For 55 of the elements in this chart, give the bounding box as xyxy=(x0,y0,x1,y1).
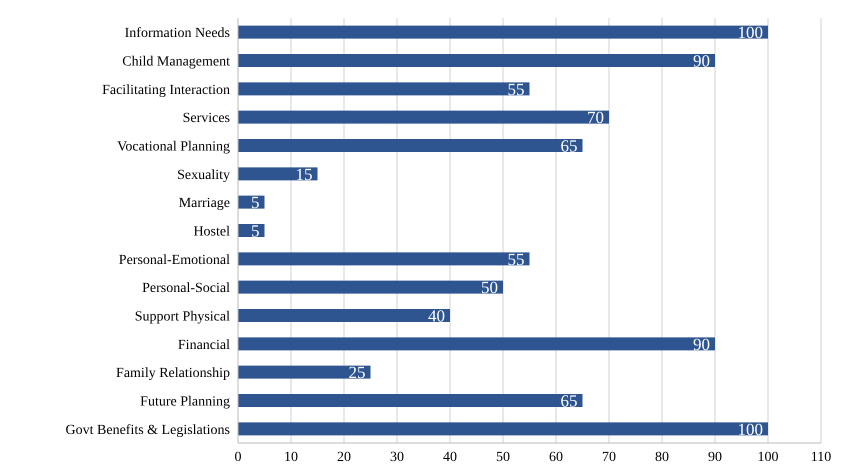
bar xyxy=(238,110,609,124)
x-tick-label: 0 xyxy=(234,450,242,465)
y-tick-label: Support Physical xyxy=(134,309,230,324)
y-tick-label: Hostel xyxy=(193,224,230,240)
y-tick-label: Personal-Emotional xyxy=(118,252,230,268)
bar xyxy=(238,308,450,322)
bar xyxy=(238,422,768,436)
y-tick-label: Financial xyxy=(178,338,230,353)
x-tick-label: 40 xyxy=(443,450,457,465)
data-label: 55 xyxy=(508,250,524,269)
data-label: 15 xyxy=(296,164,312,184)
y-tick-label: Facilitating Interaction xyxy=(102,82,230,98)
bar xyxy=(238,167,318,180)
x-tick-label: 10 xyxy=(284,450,298,465)
bar xyxy=(238,394,582,407)
data-label: 25 xyxy=(348,363,366,382)
bar xyxy=(238,138,582,152)
bar xyxy=(238,252,530,266)
data-label: 55 xyxy=(508,80,524,99)
data-label: 40 xyxy=(428,306,445,326)
x-tick-label: 20 xyxy=(337,450,351,465)
y-tick-label: Govt Benefits & Legislations xyxy=(66,422,230,438)
bar xyxy=(238,337,715,350)
data-label: 50 xyxy=(481,278,498,298)
bar xyxy=(238,54,715,67)
data-label: 65 xyxy=(560,136,578,156)
bar xyxy=(238,366,370,379)
bar xyxy=(238,26,768,39)
y-tick-label: Sexuality xyxy=(177,168,230,183)
data-label: 65 xyxy=(560,392,578,411)
data-label: 90 xyxy=(693,334,710,354)
x-tick-label: 50 xyxy=(496,450,510,465)
y-tick-label: Information Needs xyxy=(124,26,230,42)
x-tick-label: 30 xyxy=(390,450,404,465)
x-tick-label: 70 xyxy=(602,450,616,465)
y-tick-label: Future Planning xyxy=(140,394,230,410)
y-tick-label: Marriage xyxy=(178,196,230,212)
data-label: 100 xyxy=(738,23,763,42)
data-label: 5 xyxy=(251,222,260,241)
x-tick-label: 110 xyxy=(810,450,832,465)
data-label: 90 xyxy=(693,52,710,71)
data-label: 70 xyxy=(587,108,604,128)
x-tick-label: 90 xyxy=(708,450,722,465)
data-label: 100 xyxy=(738,420,763,439)
x-tick-label: 60 xyxy=(549,450,563,465)
y-tick-label: Vocational Planning xyxy=(117,139,230,154)
x-tick-label: 80 xyxy=(655,450,669,465)
y-tick-label: Child Management xyxy=(122,54,230,70)
bar xyxy=(238,280,503,294)
data-label: 5 xyxy=(251,193,260,212)
y-tick-label: Personal-Social xyxy=(142,281,230,296)
y-tick-label: Services xyxy=(182,111,230,126)
y-tick-label: Family Relationship xyxy=(116,366,230,382)
bar xyxy=(238,82,530,96)
x-tick-label: 100 xyxy=(758,450,778,465)
